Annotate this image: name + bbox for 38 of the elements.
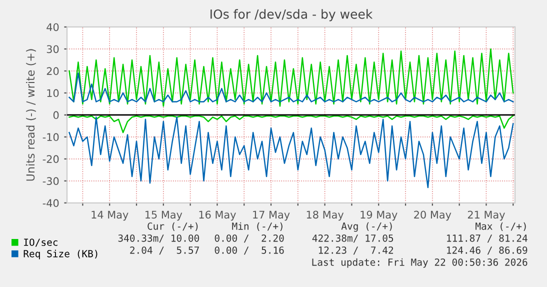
- x-tick-label: 20 May: [414, 210, 452, 221]
- x-tick-label: 21 May: [468, 210, 505, 221]
- line-series: [68, 48, 514, 107]
- y-axis-title: Units read (-) / write (+): [26, 49, 36, 181]
- line-series: [68, 72, 514, 102]
- text: Cur (-/+): [148, 222, 198, 231]
- y-tick-label: -30: [42, 177, 59, 186]
- text: 340.33m/ 10.00: [118, 234, 200, 243]
- y-tick-label: 20: [46, 67, 59, 76]
- y-tick-label: 30: [46, 45, 59, 54]
- y-tick-label: -20: [42, 155, 59, 164]
- chart-title: IOs for /dev/sda - by week: [210, 9, 373, 22]
- x-tick-label: 14 May: [92, 210, 128, 221]
- x-tick-label: 18 May: [306, 210, 344, 221]
- text: 12.23 / 7.42: [318, 246, 394, 255]
- text: Avg (-/+): [341, 222, 392, 232]
- text: Max (-/+): [476, 222, 526, 231]
- text: 0.00 / 2.20: [214, 234, 284, 243]
- line-series: [68, 116, 514, 188]
- x-tick-label: 16 May: [199, 210, 236, 221]
- x-tick-label: 17 May: [253, 210, 290, 221]
- y-tick-label: 10: [47, 89, 59, 98]
- line-series: [68, 114, 514, 134]
- legend-label: Req Size (KB): [24, 250, 98, 260]
- y-tick-label: -40: [42, 199, 59, 208]
- y-tick-label: -10: [42, 133, 59, 142]
- x-tick-label: 19 May: [360, 210, 398, 221]
- text: 422.38m/ 17.05: [312, 234, 394, 243]
- text: 124.46 / 86.69: [447, 246, 528, 255]
- y-tick-label: 40: [46, 23, 59, 32]
- text: 111.87 / 81.24: [447, 234, 528, 243]
- text: Last update: Fri May 22 00:50:36 2026: [312, 258, 528, 268]
- legend-label: IO/sec: [24, 238, 58, 247]
- y-tick-label: 0: [53, 111, 59, 120]
- text: Min (-/+): [232, 222, 282, 231]
- text: 0.00 / 5.16: [214, 246, 284, 255]
- text: 2.04 / 5.57: [130, 246, 199, 255]
- x-tick-label: 15 May: [146, 210, 182, 221]
